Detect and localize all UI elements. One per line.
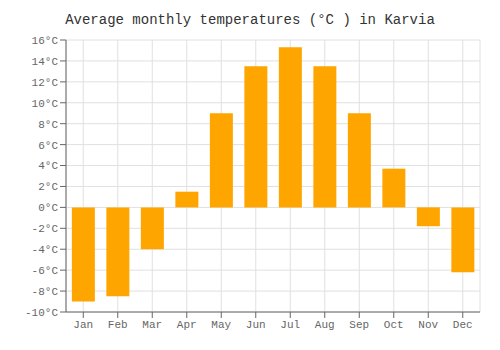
- svg-text:16°C: 16°C: [32, 35, 59, 47]
- svg-text:4°C: 4°C: [38, 160, 58, 172]
- svg-text:-6°C: -6°C: [32, 265, 59, 277]
- svg-text:Apr: Apr: [177, 319, 197, 331]
- svg-text:8°C: 8°C: [38, 119, 58, 131]
- html-text:Average monthly temperatures (: Average monthly temperatures (°C ) in Ka…: [65, 12, 435, 28]
- svg-text:12°C: 12°C: [32, 77, 59, 89]
- svg-text:Dec: Dec: [453, 319, 473, 331]
- svg-text:14°C: 14°C: [32, 56, 59, 68]
- svg-text:10°C: 10°C: [32, 98, 59, 110]
- svg-text:Oct: Oct: [384, 319, 404, 331]
- svg-text:Sep: Sep: [349, 319, 369, 331]
- svg-text:2°C: 2°C: [38, 181, 58, 193]
- svg-text:Nov: Nov: [418, 319, 438, 331]
- svg-text:Jul: Jul: [280, 319, 300, 331]
- svg-text:Aug: Aug: [315, 319, 335, 331]
- svg-text:Mar: Mar: [142, 319, 162, 331]
- svg-text:-2°C: -2°C: [32, 223, 59, 235]
- svg-text:6°C: 6°C: [38, 140, 58, 152]
- svg-text:Jun: Jun: [246, 319, 266, 331]
- svg-text:0°C: 0°C: [38, 202, 58, 214]
- svg-text:-4°C: -4°C: [32, 244, 59, 256]
- svg-text:May: May: [211, 319, 231, 331]
- svg-text:Feb: Feb: [108, 319, 128, 331]
- svg-text:-8°C: -8°C: [32, 286, 59, 298]
- svg-text:Jan: Jan: [73, 319, 93, 331]
- svg-text:-10°C: -10°C: [25, 307, 58, 319]
